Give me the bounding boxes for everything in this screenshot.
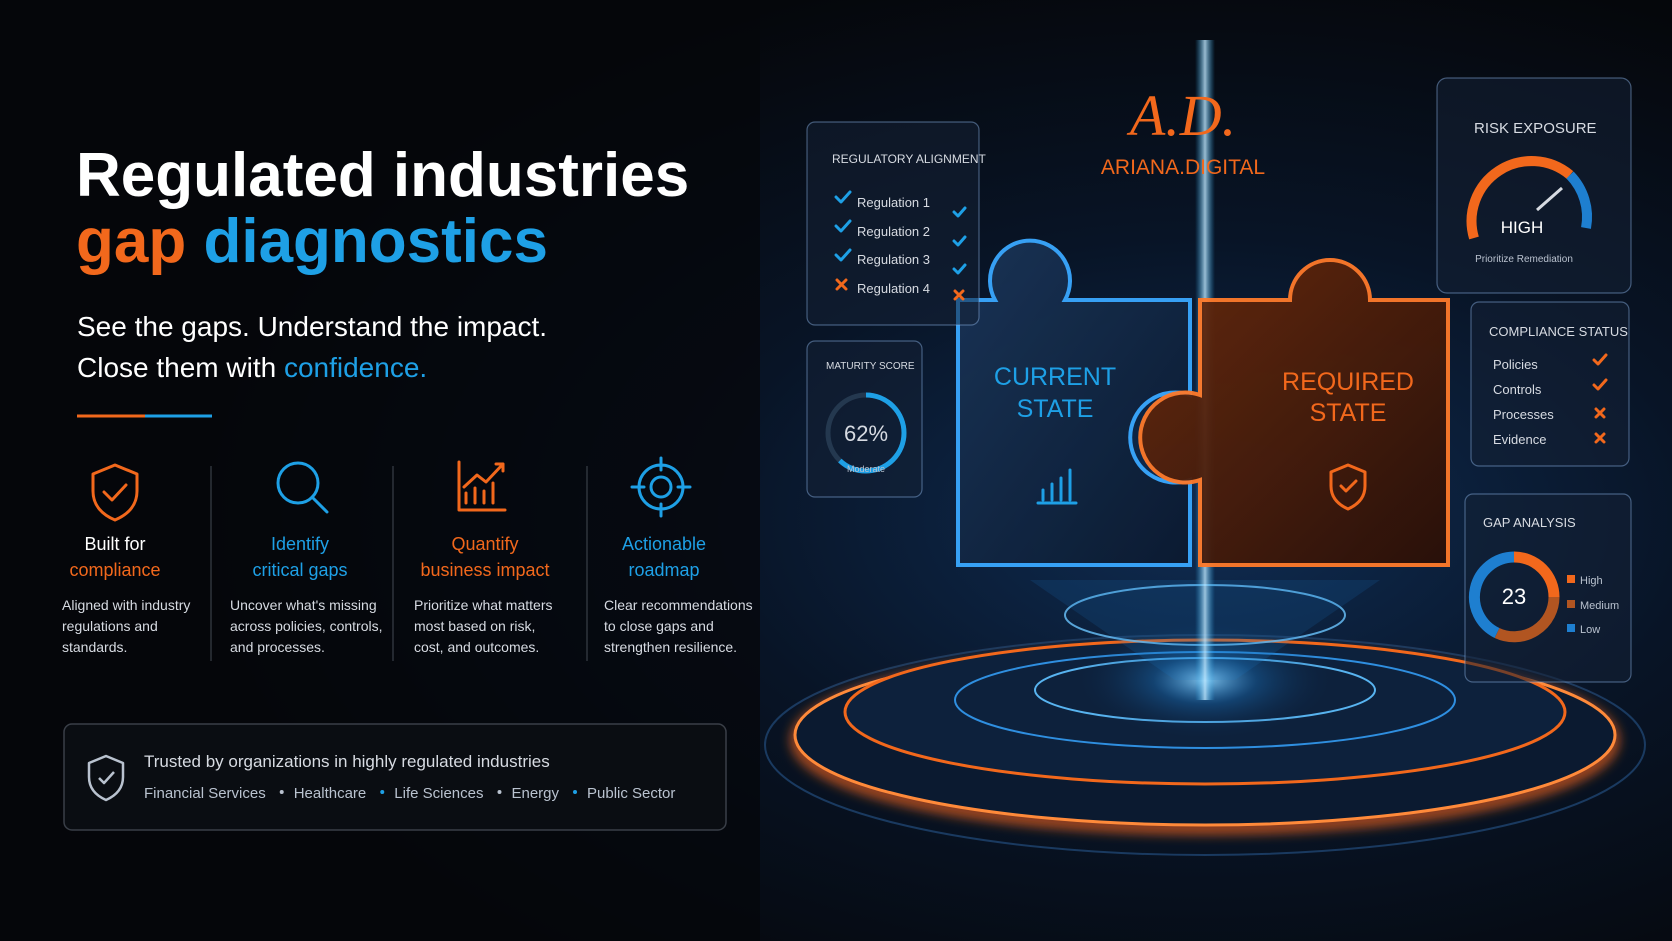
features: Built for compliance Aligned with industry… — [62, 534, 753, 655]
panel-title: COMPLIANCE STATUS — [1489, 324, 1628, 339]
headline-accent: gap — [76, 207, 186, 276]
subtitle: See the gaps. Understand the impact. — [77, 311, 547, 342]
trust-title: Trusted by organizations in highly regul… — [144, 752, 550, 771]
industry: Life Sciences — [394, 785, 483, 802]
subtitle: Close them with confidence. — [77, 352, 427, 383]
maturity-rating: Moderate — [847, 464, 885, 474]
panel-title: RISK EXPOSURE — [1474, 120, 1597, 137]
separator-dot — [573, 790, 578, 794]
gap-donut — [1468, 551, 1560, 643]
compliance-item: Policies — [1493, 357, 1538, 372]
puzzle-label: STATE — [1310, 399, 1387, 427]
industry: Public Sector — [587, 785, 675, 802]
platform — [764, 580, 1646, 856]
logo-mark: A.D. — [1126, 83, 1236, 148]
industry: Healthcare — [294, 785, 367, 802]
regulatory-panel — [806, 121, 980, 326]
legend-swatch — [1567, 600, 1575, 608]
gap-count: 23 — [1502, 584, 1526, 609]
feature-text: strengthen resilience. — [604, 639, 737, 655]
risk-gauge — [1566, 171, 1593, 229]
feature-text: cost, and outcomes. — [414, 639, 539, 655]
separator-dot — [497, 790, 502, 794]
logo-name: ARIANA.DIGITAL — [1101, 156, 1265, 179]
maturity-value: 62% — [844, 421, 888, 446]
feature-icon — [91, 463, 139, 522]
regulation-item: Regulation 3 — [857, 252, 930, 267]
puzzle-label: REQUIRED — [1282, 368, 1414, 396]
regulation-item: Regulation 2 — [857, 224, 930, 239]
feature-text: and processes. — [230, 639, 325, 655]
legend-label: Low — [1580, 624, 1600, 636]
headline: gap diagnostics — [76, 207, 548, 276]
risk-gauge — [1466, 156, 1574, 240]
risk-panel — [1436, 77, 1632, 294]
legend-swatch — [1567, 624, 1575, 632]
feature-title: Actionable — [622, 534, 706, 554]
compliance-item: Evidence — [1493, 432, 1546, 447]
compliance-item: Controls — [1493, 382, 1542, 397]
risk-needle — [1536, 186, 1563, 212]
risk-note: Prioritize Remediation — [1475, 254, 1573, 265]
feature-text: across policies, controls, — [230, 618, 383, 634]
feature-title: Identify — [271, 534, 329, 554]
compliance-item: Processes — [1493, 407, 1554, 422]
panel-title: GAP ANALYSIS — [1483, 515, 1576, 530]
feature-text: Uncover what's missing — [230, 597, 377, 613]
trust-box — [63, 723, 727, 831]
feature-text: Clear recommendations — [604, 597, 753, 613]
panel-title: REGULATORY ALIGNMENT — [832, 152, 986, 166]
trust-icon — [87, 754, 125, 802]
industry: Energy — [511, 785, 559, 802]
subtitle-accent: confidence. — [284, 352, 427, 383]
feature-icon — [276, 461, 329, 514]
feature-title: compliance — [69, 560, 160, 580]
feature-text: to close gaps and — [604, 618, 714, 634]
legend-swatch — [1567, 575, 1575, 583]
feature-text: standards. — [62, 639, 127, 655]
feature-text: Aligned with industry — [62, 597, 190, 613]
feature-text: Prioritize what matters — [414, 597, 552, 613]
maturity-arc — [825, 392, 907, 474]
feature-title: critical gaps — [252, 560, 347, 580]
puzzle-label: STATE — [1017, 395, 1094, 423]
feature-title: Quantify — [451, 534, 518, 554]
panel-title: MATURITY SCORE — [826, 361, 915, 372]
separator-dot — [380, 790, 385, 794]
headline: Regulated industries — [76, 141, 689, 210]
feature-text: most based on risk, — [414, 618, 535, 634]
puzzle-label: CURRENT — [994, 363, 1116, 391]
legend-label: High — [1580, 575, 1603, 587]
compliance-status-icons — [1592, 353, 1608, 444]
headline-accent: diagnostics — [203, 207, 548, 276]
feature-text: regulations and — [62, 618, 158, 634]
industries: Financial Services Healthcare Life Science… — [144, 785, 675, 802]
regulation-item: Regulation 1 — [857, 195, 930, 210]
feature-title: Built for — [84, 534, 145, 554]
regulation-checks — [834, 190, 967, 301]
feature-dividers — [210, 466, 588, 661]
separator-dot — [279, 790, 284, 794]
compliance-panel — [1470, 301, 1630, 467]
feature-title: business impact — [420, 560, 549, 580]
legend-label: Medium — [1580, 600, 1619, 612]
industry: Financial Services — [144, 785, 266, 802]
regulation-item: Regulation 4 — [857, 281, 930, 296]
feature-icon — [630, 456, 692, 518]
risk-level: HIGH — [1501, 218, 1544, 237]
puzzle: CURRENT STATE REQUIRED STATE — [956, 238, 1450, 567]
feature-icon — [457, 460, 507, 512]
subtitle-text: Close them with — [77, 352, 276, 383]
feature-title: roadmap — [628, 560, 699, 580]
